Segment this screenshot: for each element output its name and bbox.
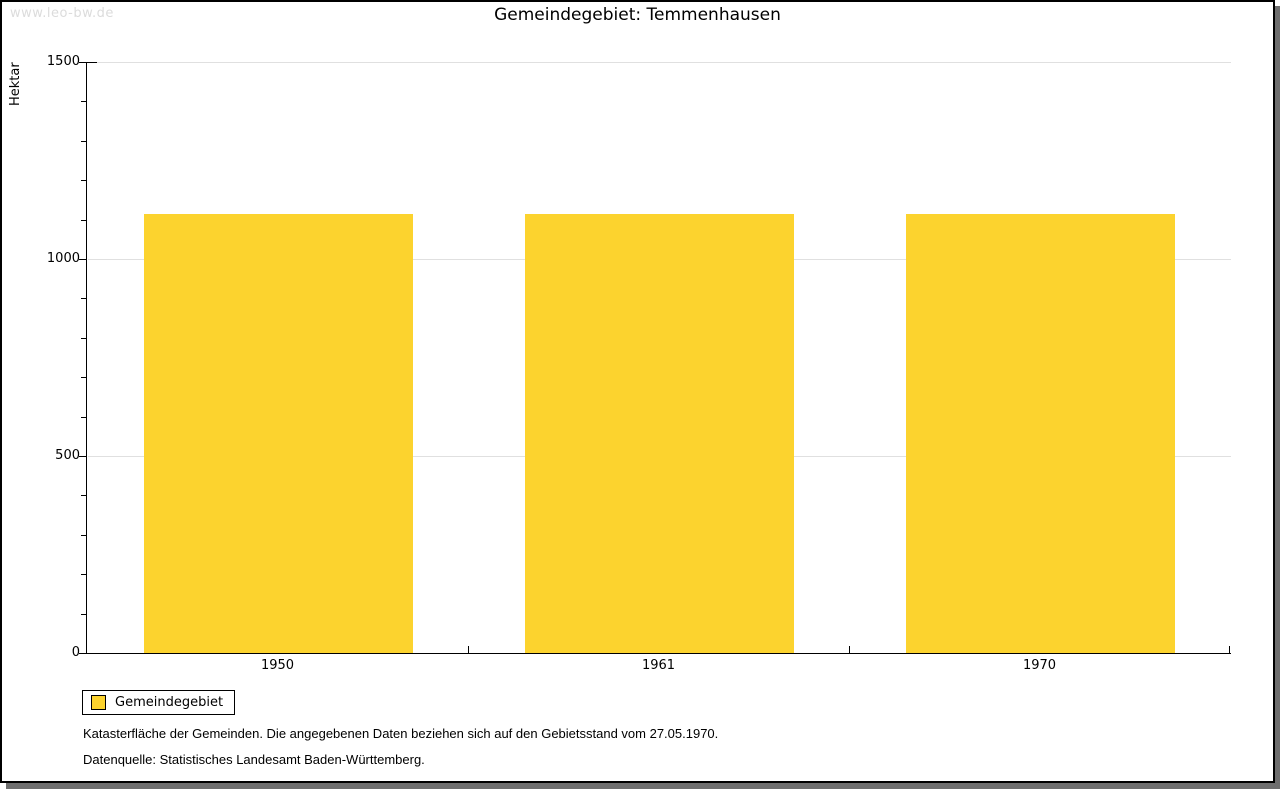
y-tick-label-0: 0 [71, 645, 80, 660]
y-axis-major-tick-500 [79, 456, 86, 457]
y-axis-title: Hektar [8, 62, 23, 106]
y-axis-major-tick-0 [79, 653, 86, 654]
y-axis-minor-tick-700 [81, 377, 86, 378]
y-axis-minor-tick-1400 [81, 101, 86, 102]
x-tick-label-1950: 1950 [260, 658, 295, 673]
x-tick-label-1970: 1970 [1022, 658, 1057, 673]
y-axis-minor-tick-1300 [81, 141, 86, 142]
chart-title: Gemeindegebiet: Temmenhausen [494, 5, 781, 25]
y-axis-major-tick-1000 [79, 259, 86, 260]
y-axis-minor-tick-200 [81, 574, 86, 575]
y-tick-label-1000: 1000 [46, 251, 80, 266]
y-axis-minor-tick-1200 [81, 180, 86, 181]
x-axis-tick-1 [468, 646, 469, 653]
x-tick-label-1961: 1961 [641, 658, 676, 673]
legend: Gemeindegebiet [82, 690, 236, 715]
y-tick-label-1500: 1500 [46, 54, 80, 69]
watermark-leo-bw: www.leo-bw.de [10, 6, 114, 21]
bar-1961 [525, 214, 794, 653]
y-axis-major-tick-1500 [79, 62, 86, 63]
footnote-gebietsstand: Katasterfläche der Gemeinden. Die angege… [83, 726, 719, 741]
y-axis-minor-tick-300 [81, 535, 86, 536]
x-axis-right-cap [1229, 646, 1230, 653]
bar-1970 [906, 214, 1175, 653]
y-axis-minor-tick-900 [81, 298, 86, 299]
legend-label: Gemeindegebiet [115, 695, 224, 710]
y-axis-minor-tick-800 [81, 338, 86, 339]
footnote-datenquelle: Datenquelle: Statistisches Landesamt Bad… [83, 752, 425, 767]
y-axis-top-cap [86, 62, 97, 63]
x-axis-tick-2 [849, 646, 850, 653]
y-axis-minor-tick-600 [81, 417, 86, 418]
y-tick-label-500: 500 [55, 448, 80, 463]
plot-area [86, 62, 1231, 654]
y-axis-minor-tick-400 [81, 495, 86, 496]
y-axis-minor-tick-1100 [81, 220, 86, 221]
gridline-1500 [88, 62, 1231, 63]
legend-swatch [91, 695, 106, 710]
y-axis-minor-tick-100 [81, 614, 86, 615]
bar-1950 [144, 214, 413, 653]
